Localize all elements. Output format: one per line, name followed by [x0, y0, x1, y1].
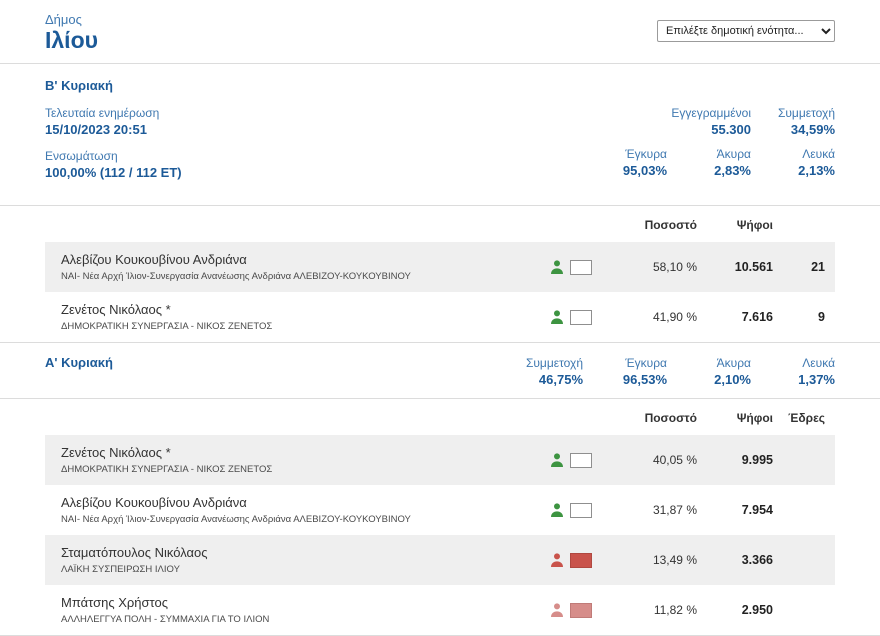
col-header-votes: Ψήφοι	[736, 218, 773, 232]
party-name: ΝΑΙ- Νέα Αρχή Ίλιον-Συνεργασία Ανανέωσης…	[61, 271, 411, 282]
votes-value: 10.561	[734, 260, 773, 274]
stat-valid: Έγκυρα 96,53%	[622, 356, 667, 387]
seats-value: 21	[811, 260, 825, 274]
stat-turnout: Συμμετοχή 46,75%	[525, 356, 583, 387]
round-a-header: Α' Κυριακή Συμμετοχή 46,75% Έγκυρα 96,53…	[0, 343, 880, 398]
result-row: Αλεβίζου Κουκουβίνου Ανδριάνα ΝΑΙ- Νέα Α…	[45, 485, 835, 535]
votes-value: 9.995	[741, 453, 773, 467]
candidate-name: Μπάτσης Χρήστος	[61, 595, 168, 610]
party-name: ΔΗΜΟΚΡΑΤΙΚΗ ΣΥΝΕΡΓΑΣΙΑ - ΝΙΚΟΣ ΖΕΝΕΤΟΣ	[61, 321, 273, 332]
integration-label: Ενσωμάτωση	[45, 149, 118, 163]
votes-value: 7.616	[741, 310, 773, 324]
percent-value: 58,10 %	[652, 260, 697, 274]
region-label: Δήμος	[45, 12, 82, 27]
result-row: Αλεβίζου Κουκουβίνου Ανδριάνα ΝΑΙ- Νέα Α…	[45, 242, 835, 292]
seats-value: 9	[818, 310, 825, 324]
divider	[0, 205, 880, 206]
divider	[0, 398, 880, 399]
candidate-name: Ζενέτος Νικόλαος *	[61, 445, 171, 460]
region-title-block: Δήμος Ιλίου	[45, 12, 98, 53]
party-color-box	[570, 502, 592, 518]
round-a-stats: Συμμετοχή 46,75% Έγκυρα 96,53% Άκυρα 2,1…	[499, 355, 835, 388]
party-color-box	[570, 452, 592, 468]
votes-value: 3.366	[741, 553, 773, 567]
candidate-person-icon	[549, 602, 565, 618]
round-a-table-header: Ποσοστό Ψήφοι Έδρες	[45, 399, 835, 435]
result-row: Ζενέτος Νικόλαος * ΔΗΜΟΚΡΑΤΙΚΗ ΣΥΝΕΡΓΑΣΙ…	[45, 292, 835, 342]
candidate-person-icon	[549, 552, 565, 568]
party-color-box	[570, 602, 592, 618]
round-a-results: Ζενέτος Νικόλαος * ΔΗΜΟΚΡΑΤΙΚΗ ΣΥΝΕΡΓΑΣΙ…	[45, 435, 835, 635]
col-header-votes: Ψήφοι	[736, 411, 773, 425]
party-color-box	[570, 259, 592, 275]
last-update-label: Τελευταία ενημέρωση	[45, 106, 160, 120]
stat-invalid: Άκυρα 2,10%	[714, 356, 751, 387]
party-color-box	[570, 552, 592, 568]
round-b-table-header: Ποσοστό Ψήφοι	[45, 206, 835, 242]
result-row: Σταματόπουλος Νικόλαος ΛΑΪΚΗ ΣΥΣΠΕΙΡΩΣΗ …	[45, 535, 835, 585]
candidate-person-icon	[549, 502, 565, 518]
page-header: Δήμος Ιλίου Επιλέξτε δημοτική ενότητα...	[0, 0, 880, 63]
col-header-percent: Ποσοστό	[644, 218, 697, 232]
round-a-title: Α' Κυριακή	[45, 355, 113, 370]
stat-valid: Έγκυρα 95,03%	[622, 147, 667, 178]
percent-value: 31,87 %	[652, 503, 697, 517]
municipal-unit-select[interactable]: Επιλέξτε δημοτική ενότητα...	[657, 20, 835, 42]
percent-value: 41,90 %	[652, 310, 697, 324]
percent-value: 11,82 %	[653, 603, 697, 617]
candidate-person-icon	[549, 259, 565, 275]
col-header-percent: Ποσοστό	[644, 411, 697, 425]
vote-stats: Εγγεγραμμένοι 55.300 Συμμετοχή 34,59% Έγ…	[583, 105, 835, 191]
stat-blank: Λευκά 1,37%	[798, 356, 835, 387]
candidate-person-icon	[549, 452, 565, 468]
stat-turnout: Συμμετοχή 34,59%	[777, 106, 835, 137]
divider	[0, 63, 880, 64]
candidate-name: Αλεβίζου Κουκουβίνου Ανδριάνα	[61, 252, 247, 267]
party-name: ΔΗΜΟΚΡΑΤΙΚΗ ΣΥΝΕΡΓΑΣΙΑ - ΝΙΚΟΣ ΖΕΝΕΤΟΣ	[61, 464, 273, 475]
result-row: Ζενέτος Νικόλαος * ΔΗΜΟΚΡΑΤΙΚΗ ΣΥΝΕΡΓΑΣΙ…	[45, 435, 835, 485]
divider	[0, 342, 880, 343]
round-b-stats: Τελευταία ενημέρωση 15/10/2023 20:51 Ενσ…	[45, 105, 835, 205]
votes-value: 2.950	[741, 603, 773, 617]
percent-value: 13,49 %	[652, 553, 697, 567]
page-title: Ιλίου	[45, 27, 99, 53]
party-name: ΛΑΪΚΗ ΣΥΣΠΕΙΡΩΣΗ ΙΛΙΟΥ	[61, 564, 180, 575]
col-header-seats: Έδρες	[788, 411, 825, 425]
votes-value: 7.954	[741, 503, 773, 517]
candidate-name: Αλεβίζου Κουκουβίνου Ανδριάνα	[61, 495, 247, 510]
result-row: Μπάτσης Χρήστος ΑΛΛΗΛΕΓΓΥΑ ΠΟΛΗ - ΣΥΜΜΑΧ…	[45, 585, 835, 635]
party-name: ΑΛΛΗΛΕΓΓΥΑ ΠΟΛΗ - ΣΥΜΜΑΧΙΑ ΓΙΑ ΤΟ ΙΛΙΟΝ	[61, 614, 270, 625]
stat-invalid: Άκυρα 2,83%	[714, 147, 751, 178]
update-info: Τελευταία ενημέρωση 15/10/2023 20:51 Ενσ…	[45, 105, 182, 191]
candidate-person-icon	[549, 309, 565, 325]
round-b-results: Αλεβίζου Κουκουβίνου Ανδριάνα ΝΑΙ- Νέα Α…	[45, 242, 835, 342]
last-update-value: 15/10/2023 20:51	[45, 122, 147, 137]
candidate-name: Ζενέτος Νικόλαος *	[61, 302, 171, 317]
party-color-box	[570, 309, 592, 325]
stat-blank: Λευκά 2,13%	[798, 147, 835, 178]
party-name: ΝΑΙ- Νέα Αρχή Ίλιον-Συνεργασία Ανανέωσης…	[61, 514, 411, 525]
round-b-title: Β' Κυριακή	[45, 78, 113, 93]
percent-value: 40,05 %	[652, 453, 697, 467]
integration-value: 100,00% (112 / 112 ΕΤ)	[45, 165, 182, 180]
stat-registered: Εγγεγραμμένοι 55.300	[671, 106, 751, 137]
candidate-name: Σταματόπουλος Νικόλαος	[61, 545, 208, 560]
